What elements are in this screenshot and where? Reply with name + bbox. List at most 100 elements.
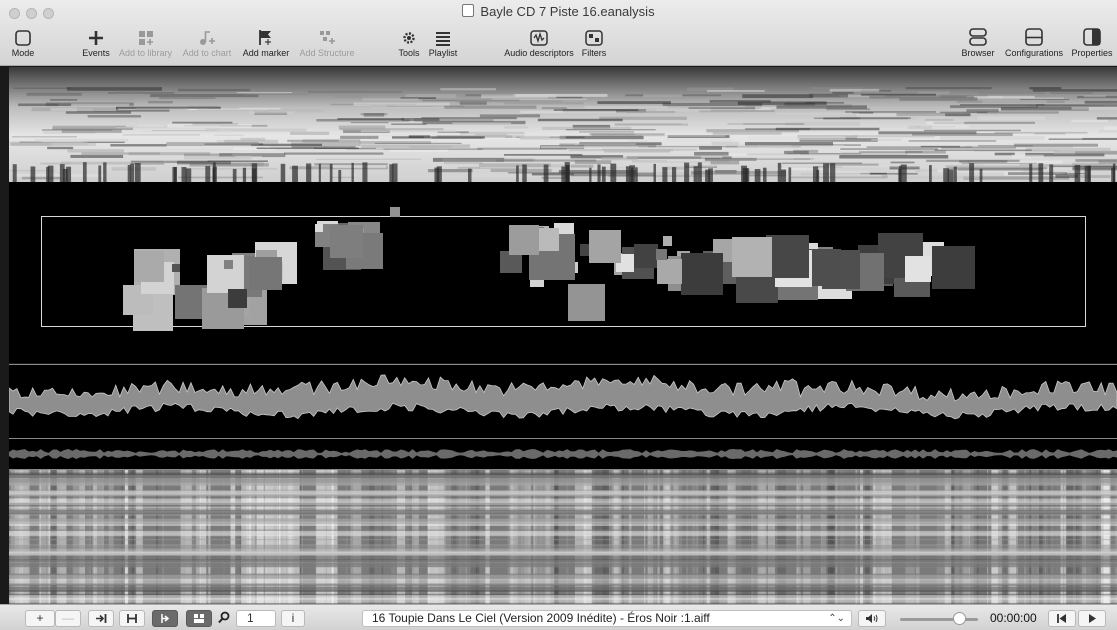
rewind-button[interactable] xyxy=(1048,610,1076,627)
add-to-library-label: Add to library xyxy=(118,48,173,58)
filter-icon xyxy=(585,30,603,46)
properties-label: Properties xyxy=(1071,48,1113,58)
descriptor-square xyxy=(227,288,248,308)
descriptor-square xyxy=(655,249,667,261)
jump-to-end-button[interactable] xyxy=(88,610,114,627)
descriptor-view[interactable] xyxy=(9,182,1117,363)
descriptor-square xyxy=(588,230,621,263)
toolbar: Bayle CD 7 Piste 16.eanalysis Mode Event… xyxy=(0,0,1117,66)
window-title-text: Bayle CD 7 Piste 16.eanalysis xyxy=(480,4,655,19)
playlist-button[interactable]: Playlist xyxy=(426,26,460,62)
flag-plus-icon xyxy=(258,29,274,46)
descriptor-square xyxy=(931,245,976,290)
descriptor-square xyxy=(329,224,364,259)
similarity-matrix-view[interactable] xyxy=(9,470,1117,604)
fit-width-button[interactable] xyxy=(119,610,145,627)
filters-button[interactable]: Filters xyxy=(580,26,608,62)
add-structure-label: Add Structure xyxy=(299,48,355,58)
add-button[interactable]: + xyxy=(25,610,55,627)
play-button[interactable] xyxy=(1078,610,1106,627)
descriptor-square xyxy=(248,257,282,291)
browser-label: Browser xyxy=(961,48,995,58)
envelope-shape xyxy=(9,449,1117,459)
document-icon xyxy=(462,4,475,17)
grid-plus-icon xyxy=(138,30,154,46)
speaker-icon xyxy=(866,614,878,623)
events-label: Events xyxy=(82,48,110,58)
sonogram-view[interactable] xyxy=(9,67,1117,182)
audio-descriptors-button[interactable]: Audio descriptors xyxy=(500,26,578,62)
descriptor-square xyxy=(732,237,772,277)
grid-view-button[interactable] xyxy=(186,610,212,627)
minimize-window-button[interactable] xyxy=(26,8,37,19)
volume-button[interactable] xyxy=(858,610,886,627)
tools-label: Tools xyxy=(398,48,420,58)
sidebar-icon xyxy=(1083,28,1101,46)
mode-label: Mode xyxy=(11,48,35,58)
fit-width-icon xyxy=(127,614,137,623)
descriptor-square xyxy=(568,284,605,321)
descriptor-square xyxy=(499,250,522,273)
filters-label: Filters xyxy=(581,48,607,58)
sync-button[interactable] xyxy=(152,610,178,627)
zoom-field[interactable]: 1 xyxy=(236,610,276,627)
descriptor-square xyxy=(509,224,539,255)
info-button[interactable]: i xyxy=(281,610,305,627)
gear-icon xyxy=(401,30,417,46)
add-marker-label: Add marker xyxy=(242,48,290,58)
remove-button[interactable]: — xyxy=(55,610,81,627)
selection-frame xyxy=(41,216,1086,327)
list-icon xyxy=(435,30,451,46)
waveform-shape xyxy=(9,374,1117,420)
mode-button[interactable]: Mode xyxy=(9,26,37,62)
time-display: 00:00:00 xyxy=(990,611,1037,625)
play-icon xyxy=(1089,614,1096,623)
search-icon xyxy=(218,611,230,629)
volume-slider-knob[interactable] xyxy=(952,612,966,625)
zoom-window-button[interactable] xyxy=(43,8,54,19)
square-outline-icon xyxy=(15,30,31,46)
descriptor-square xyxy=(662,235,673,246)
chevron-updown-icon: ⌃⌄ xyxy=(828,613,845,624)
waveform-view[interactable] xyxy=(9,364,1117,439)
descriptor-square xyxy=(223,259,234,269)
note-plus-icon xyxy=(198,30,216,46)
configurations-label: Configurations xyxy=(1004,48,1064,58)
descriptor-square xyxy=(765,234,810,279)
add-to-chart-label: Add to chart xyxy=(182,48,232,58)
descriptor-square xyxy=(681,252,724,295)
plus-icon xyxy=(88,30,104,46)
panel-split-icon xyxy=(969,28,987,46)
add-to-library-button[interactable]: Add to library xyxy=(115,26,176,62)
envelope-view[interactable] xyxy=(9,439,1117,470)
descriptor-square xyxy=(904,255,932,283)
volume-slider-track[interactable] xyxy=(900,618,978,621)
tools-button[interactable]: Tools xyxy=(396,26,422,62)
properties-button[interactable]: Properties xyxy=(1069,26,1115,62)
audio-descriptors-label: Audio descriptors xyxy=(504,48,574,58)
panel-split-icon xyxy=(1025,28,1043,46)
file-selector-value: 16 Toupie Dans Le Ciel (Version 2009 Iné… xyxy=(372,611,710,625)
jump-to-end-icon xyxy=(96,614,107,623)
transport-bar: + — 1 i 16 Toupie Dans Le Ciel (Version … xyxy=(0,604,1117,630)
configurations-button[interactable]: Configurations xyxy=(1001,26,1067,62)
window-title: Bayle CD 7 Piste 16.eanalysis xyxy=(0,4,1117,19)
rewind-icon xyxy=(1057,614,1066,623)
add-structure-button[interactable]: Add Structure xyxy=(295,26,359,62)
playlist-label: Playlist xyxy=(428,48,458,58)
descriptor-square xyxy=(633,244,658,268)
descriptor-square xyxy=(171,264,180,273)
waveform-icon xyxy=(530,30,548,46)
descriptor-square xyxy=(314,223,324,232)
descriptor-square xyxy=(133,251,165,282)
descriptor-square xyxy=(390,207,400,217)
file-selector[interactable]: 16 Toupie Dans Le Ciel (Version 2009 Iné… xyxy=(362,610,852,627)
add-to-chart-button[interactable]: Add to chart xyxy=(179,26,235,62)
close-window-button[interactable] xyxy=(9,8,20,19)
structure-plus-icon xyxy=(318,30,336,46)
grid-view-icon xyxy=(194,614,204,623)
browser-button[interactable]: Browser xyxy=(958,26,998,62)
add-marker-button[interactable]: Add marker xyxy=(239,26,293,62)
events-button[interactable]: Events xyxy=(78,26,114,62)
